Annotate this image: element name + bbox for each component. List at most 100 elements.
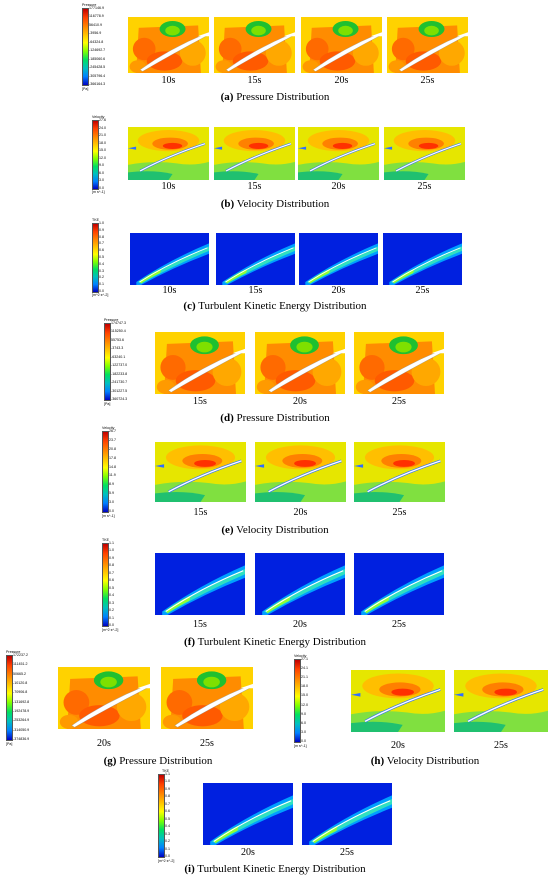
legend-tick-label: 1.0 (165, 779, 170, 784)
legend-tick-label: 23.7 (109, 437, 116, 442)
legend-tick-label: 0.3 (109, 600, 114, 605)
legend-tick-label: -10120.8 (13, 681, 28, 685)
legend-unit: [m^2 s^-2] (102, 628, 119, 632)
legend-tick-label: 177146.9 (89, 6, 104, 10)
legend-tick-label: 0.5 (165, 816, 170, 821)
legend-tick-label: 14.8 (109, 464, 116, 469)
legend-tick-label: 24.1 (301, 666, 308, 671)
legend-tick-label: 0.0 (109, 509, 114, 513)
legend-tick-label: 21.1 (301, 675, 308, 680)
legend-tick-label: 12.0 (99, 155, 106, 160)
legend-tick-label: 17.8 (109, 455, 116, 460)
time-label: 20s (391, 740, 405, 751)
contour-panel (354, 442, 445, 502)
legend-tick-label: 0.9 (99, 227, 104, 232)
legend-unit: [m s^-1] (294, 744, 307, 748)
legend-tick-label: 3.0 (99, 178, 104, 183)
legend-tick-label: 15.0 (99, 148, 106, 153)
legend-tick-label: 1.0 (109, 548, 114, 553)
caption-c: (c) Turbulent Kinetic Energy Distributio… (0, 300, 550, 312)
caption-letter: (d) (220, 412, 234, 424)
legend-title: TKE (102, 538, 109, 542)
legend-tick-label: -301227.5 (111, 388, 128, 393)
caption-a: (a) Pressure Distribution (0, 91, 550, 103)
legend-tick-label: -122737.0 (111, 363, 128, 368)
contour-panel (155, 332, 245, 394)
legend-tick-label: -314050.9 (13, 727, 30, 732)
legend-tick-label: 0.5 (99, 255, 104, 259)
legend-tick-label: -64324.8 (89, 39, 104, 44)
legend-e: Velocity [m s^-1] 26.7 23.7 20.8 17.8 14.8 11… (100, 426, 140, 522)
legend-tick-label: 15.0 (301, 693, 308, 698)
legend-tick-label: -182233.8 (111, 371, 128, 376)
contour-panel (155, 553, 245, 615)
time-label: 15s (247, 75, 262, 86)
legend-g: Pressure [Pa] 172237.2 111451.2 50665.2 -10… (4, 650, 52, 750)
time-label: 20s (241, 847, 255, 858)
time-label: 10s (161, 75, 176, 86)
caption-letter: (h) (370, 755, 385, 767)
legend-title: TKE (162, 769, 169, 773)
legend-tick-label: 0.2 (165, 839, 170, 844)
legend-tick-label: 6.0 (301, 720, 306, 725)
contour-panel (161, 667, 253, 729)
legend-tick-label: 0.4 (165, 824, 170, 829)
legend-tick-label: 3.0 (109, 500, 114, 505)
time-label: 25s (417, 181, 432, 192)
time-label: 20s (293, 507, 308, 518)
legend-i: TKE [m^2 s^-2] 1.1 1.0 0.9 0.8 0.7 0.6 0.5 0.4 0… (156, 769, 196, 867)
legend-title: Velocity (92, 115, 105, 119)
legend-c: TKE [m^2 s^-2] 1.0 0.9 0.8 0.7 0.6 0.5 0.4 0.3 0… (90, 218, 126, 300)
caption-i: (i) Turbulent Kinetic Energy Distributio… (0, 863, 550, 875)
legend-tick-label: 0.7 (109, 570, 114, 575)
time-label: 10s (161, 181, 176, 192)
legend-tick-label: -70906.8 (13, 690, 28, 695)
legend-colorbar (92, 223, 99, 293)
legend-title: Velocity (294, 654, 307, 658)
legend-tick-label: 0.6 (109, 578, 114, 583)
legend-tick-label: 5.9 (109, 491, 114, 496)
time-label: 20s (293, 619, 307, 630)
contour-panel (454, 670, 548, 732)
legend-tick-label: -374836.9 (13, 737, 30, 741)
legend-tick-label: 24.0 (99, 125, 106, 130)
legend-tick-label: 0.1 (165, 846, 170, 851)
caption-text: Turbulent Kinetic Energy Distribution (197, 863, 366, 875)
legend-tick-label: 9.0 (301, 711, 306, 716)
legend-tick-label: 26.7 (109, 429, 116, 433)
contour-panel (255, 332, 345, 394)
legend-tick-label: 27.1 (301, 657, 308, 661)
contour-panel (354, 332, 444, 394)
caption-g: (g) Pressure Distribution (88, 755, 228, 767)
legend-tick-label: 0.4 (109, 593, 114, 598)
legend-unit: [Pa] (104, 402, 111, 406)
legend-tick-label: -3956.9 (89, 31, 102, 36)
legend-tick-label: 1.1 (109, 541, 114, 545)
contour-panel (128, 127, 209, 180)
time-label: 20s (334, 75, 349, 86)
caption-e: (e) Velocity Distribution (0, 524, 550, 536)
caption-text: Turbulent Kinetic Energy Distribution (197, 636, 366, 648)
contour-panel (216, 233, 295, 285)
contour-panel (302, 783, 392, 845)
legend-b: Velocity [m s^-1] 27.6 24.0 21.0 18.0 15.0 12… (90, 115, 126, 195)
time-label: 20s (293, 396, 307, 407)
legend-tick-label: 9.0 (99, 163, 104, 168)
caption-text: Pressure Distribution (236, 412, 330, 424)
legend-tick-label: -245428.5 (89, 65, 106, 70)
legend-tick-label: -360724.3 (111, 397, 128, 401)
time-label: 25s (494, 740, 508, 751)
contour-panel (301, 17, 382, 73)
legend-tick-label: 111451.2 (13, 662, 28, 667)
legend-tick-label: 27.6 (99, 118, 106, 122)
legend-title: Pressure (6, 650, 21, 654)
caption-h: (h) Velocity Distribution (360, 755, 490, 767)
legend-tick-label: 0.2 (109, 608, 114, 613)
legend-title: TKE (92, 218, 99, 222)
legend-tick-label: 0.2 (99, 275, 104, 280)
time-label: 10s (162, 285, 177, 296)
legend-tick-label: 0.0 (109, 623, 114, 627)
contour-panel (130, 233, 209, 285)
legend-a: Pressure [Pa] 177146.9 116778.9 56410.9 -39… (80, 3, 122, 93)
legend-colorbar (92, 120, 99, 190)
